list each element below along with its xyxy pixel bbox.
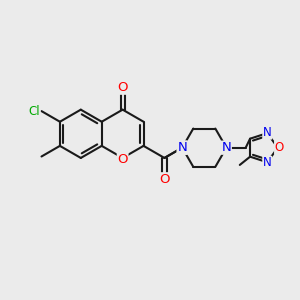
Text: N: N (263, 156, 272, 169)
Text: Cl: Cl (28, 105, 40, 118)
Text: O: O (159, 173, 170, 186)
Text: O: O (117, 153, 128, 166)
Text: N: N (263, 126, 272, 139)
Text: N: N (177, 141, 187, 154)
Text: O: O (117, 81, 128, 94)
Text: N: N (221, 141, 231, 154)
Text: O: O (274, 141, 284, 154)
Text: N: N (177, 141, 187, 154)
